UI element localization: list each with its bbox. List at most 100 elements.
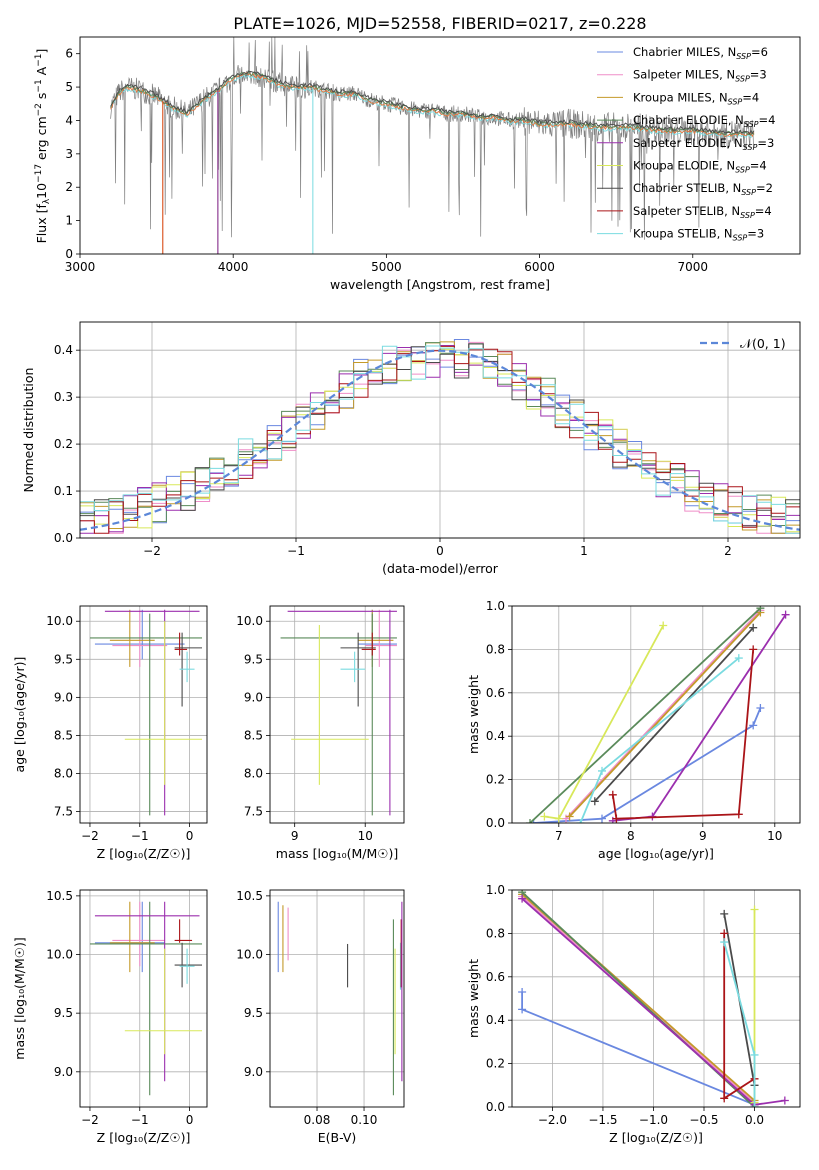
x-tick-label: 7 [555, 829, 563, 843]
weight-point-marker [608, 790, 617, 799]
plot-area [518, 890, 789, 1107]
weight-point-marker [750, 905, 759, 914]
x-tick-label: −1.0 [639, 1113, 668, 1127]
plot-area [89, 609, 203, 816]
weight-line [594, 627, 754, 802]
x-tick-label: 0 [186, 1113, 194, 1127]
y-tick-label: 9.0 [54, 1065, 73, 1079]
x-tick-label: 7000 [677, 260, 708, 274]
y-tick-label: 3 [65, 147, 73, 161]
plot-area [80, 339, 800, 534]
legend-label: Kroupa STELIB, NSSP=3 [633, 227, 764, 243]
x-tick-label: 5000 [371, 260, 402, 274]
plot-area [110, 37, 755, 254]
y-axis-label: Normed distribution [21, 368, 36, 493]
weight-point-marker [750, 1103, 759, 1107]
x-axis-label: Z [log₁₀(Z/Z☉)] [609, 1130, 703, 1145]
y-tick-label: 10.5 [236, 889, 263, 903]
y-tick-label: 9.5 [54, 652, 73, 666]
x-tick-label: −2.0 [538, 1113, 567, 1127]
x-tick-label: 6000 [524, 260, 555, 274]
x-axis-label: Z [log₁₀(Z/Z☉)] [97, 846, 191, 861]
axes-frame [269, 889, 405, 1108]
y-tick-label: 10.5 [46, 889, 73, 903]
y-tick-label: 9.0 [54, 690, 73, 704]
plot-area [89, 901, 203, 1096]
panel-mass_vs_EBV: 0.08 0.10 9.0 9.5 10.0 10.5 E(B-V) [236, 889, 405, 1145]
y-tick-label: 8.5 [244, 728, 263, 742]
y-tick-label: 0.4 [486, 729, 505, 743]
legend-label: Chabrier ELODIE, NSSP=4 [633, 113, 775, 129]
axes-frame [79, 36, 801, 255]
x-axis-label: (data-model)/error [382, 561, 499, 576]
panel-weight_vs_Z: −2.0 −1.5 −1.0 −0.5 0.0 0.0 0.2 0.4 0.6 0.8 1.0 Z [… [466, 883, 801, 1145]
y-tick-label: 7.5 [244, 805, 263, 819]
x-tick-label: −2 [143, 544, 161, 558]
histogram-step-line [80, 345, 800, 534]
x-tick-label: 0.10 [351, 1113, 378, 1127]
axes-frame [269, 605, 405, 824]
panel-age_vs_Z: −2 −1 0 7.5 8.0 8.5 9.0 9.5 10.0 Z [log₁₀(Z/Z☉)] a… [12, 605, 208, 861]
y-tick-label: 0.2 [486, 773, 505, 787]
y-tick-label: 10.0 [46, 614, 73, 628]
y-tick-label: 0.6 [486, 970, 505, 984]
weight-point-marker [749, 721, 758, 730]
weight-point-marker [518, 1005, 527, 1014]
x-tick-label: 0 [186, 829, 194, 843]
y-tick-label: 6 [65, 47, 73, 61]
x-tick-label: 10 [358, 829, 373, 843]
panel-mass_vs_Z: −2 −1 0 9.0 9.5 10.0 10.5 Z [log₁₀(Z/Z☉)] mass [… [12, 889, 208, 1145]
axes-frame [79, 889, 208, 1108]
weight-point-marker [756, 703, 765, 712]
weight-point-marker [781, 610, 790, 619]
y-axis-label: Flux [fλ10−17 erg cm−2 s−1 A−1] [34, 49, 52, 244]
x-tick-label: 8 [627, 829, 635, 843]
weight-point-marker [526, 819, 534, 823]
x-axis-label: mass [log₁₀(M/M☉)] [276, 846, 398, 861]
x-tick-label: 2 [724, 544, 732, 558]
x-tick-label: −1 [131, 829, 149, 843]
weight-point-marker [749, 623, 758, 632]
y-tick-label: 1.0 [486, 599, 505, 613]
axes-frame [511, 605, 801, 824]
weight-point-marker [565, 812, 574, 821]
y-tick-label: 9.0 [244, 1065, 263, 1079]
x-tick-label: 9 [699, 829, 707, 843]
x-axis-label: E(B-V) [318, 1130, 357, 1145]
plot-area [280, 609, 397, 816]
x-tick-label: −0.5 [689, 1113, 718, 1127]
weight-point-marker [540, 812, 549, 821]
x-tick-label: 3000 [65, 260, 96, 274]
y-tick-label: 9.0 [244, 690, 263, 704]
panel-spectrum: 3000 4000 5000 6000 7000 0 1 2 3 4 5 6 wavelength [A… [34, 36, 801, 292]
axes-frame [79, 605, 208, 824]
y-tick-label: 10.0 [46, 948, 73, 962]
legend-label: Kroupa MILES, NSSP=4 [633, 90, 759, 106]
x-tick-label: 0 [436, 544, 444, 558]
weight-line [544, 625, 664, 820]
y-tick-label: 0.1 [54, 484, 73, 498]
y-tick-label: 9.5 [54, 1006, 73, 1020]
y-tick-label: 8.0 [244, 767, 263, 781]
y-tick-label: 4 [65, 113, 73, 127]
weight-point-marker [720, 1094, 729, 1103]
y-axis-label: mass weight [466, 675, 481, 754]
x-tick-label: −1 [287, 544, 305, 558]
y-tick-label: 9.5 [244, 652, 263, 666]
y-tick-label: 0.4 [486, 1013, 505, 1027]
weight-line [529, 607, 762, 823]
y-axis-label: mass weight [466, 959, 481, 1038]
x-tick-label: 10 [767, 829, 782, 843]
x-tick-label: 0.0 [745, 1113, 764, 1127]
y-tick-label: 2 [65, 180, 73, 194]
x-axis-label: Z [log₁₀(Z/Z☉)] [97, 1130, 191, 1145]
normal-distribution-curve [80, 349, 800, 531]
y-tick-label: 0.0 [54, 531, 73, 545]
weight-point-marker [720, 909, 729, 918]
x-tick-label: −2 [81, 829, 99, 843]
figure-title: PLATE=1026, MJD=52558, FIBERID=0217, z=0… [233, 14, 646, 33]
weight-line [521, 992, 755, 1106]
weight-point-marker [590, 797, 599, 806]
weight-point-marker [659, 621, 668, 630]
panel-weight_vs_age: 7 8 9 10 0.0 0.2 0.4 0.6 0.8 1.0 age [log₁₀(age/yr… [466, 599, 801, 861]
